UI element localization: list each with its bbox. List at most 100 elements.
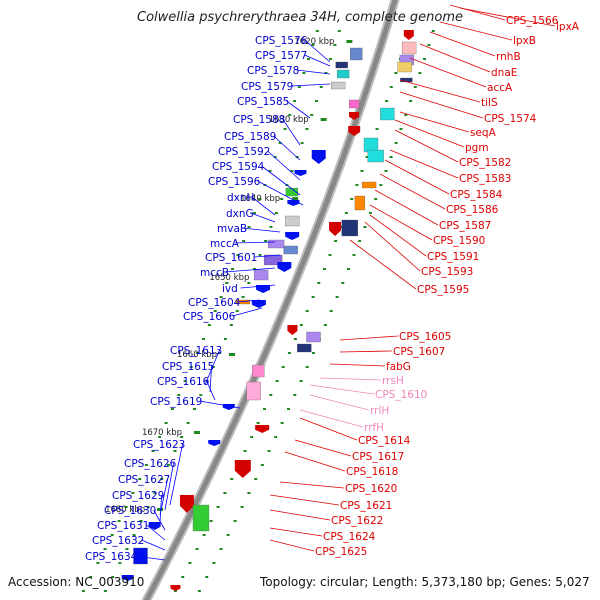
right-leader-line: [449, 4, 506, 21]
gene-block: [348, 99, 360, 109]
left-leader-line: [240, 284, 276, 289]
guide-dot: [274, 436, 278, 438]
guide-dot: [358, 240, 362, 242]
kbp-label: 1670 kbp: [142, 428, 182, 438]
left-leader-line: [296, 69, 331, 75]
guide-dot: [177, 394, 181, 396]
guide-dot: [212, 562, 216, 564]
guide-dot: [300, 142, 304, 144]
guide-dot: [287, 352, 291, 354]
gene-block: [354, 195, 366, 211]
right-gene-label: CPS_1574: [484, 113, 537, 125]
guide-dot: [431, 30, 435, 32]
left-leader-line: [251, 196, 276, 216]
guide-dot: [171, 408, 174, 410]
rna-gene-label: rrlH: [370, 405, 389, 417]
guide-dot: [379, 184, 383, 186]
left-leader-line: [282, 118, 301, 146]
guide-dot: [230, 478, 234, 480]
right-leader-line: [299, 409, 364, 428]
guide-dot: [226, 534, 230, 536]
guide-dot: [186, 422, 190, 424]
gene-arrow: [256, 285, 271, 293]
right-leader-line: [269, 494, 340, 506]
guide-dot: [243, 450, 247, 452]
guide-dot: [235, 310, 239, 312]
left-leader-line: [257, 180, 304, 206]
kbp-label: 1660 kbp: [177, 350, 217, 360]
left-leader-line: [159, 478, 168, 516]
gene-block: [283, 245, 298, 255]
gene-block: [361, 181, 377, 189]
guide-dot: [305, 128, 309, 130]
left-leader-line: [159, 494, 162, 523]
left-leader-line: [204, 349, 220, 386]
right-gene-label: CPS_1591: [427, 251, 479, 263]
guide-dot: [166, 464, 170, 466]
guide-dot: [329, 58, 332, 60]
left-gene-label: CPS_1604: [188, 297, 241, 309]
right-gene-label: accA: [487, 82, 513, 94]
guide-dot: [307, 58, 310, 60]
guide-dot: [374, 198, 378, 200]
right-leader-line: [384, 159, 450, 195]
guide-dot: [173, 450, 177, 452]
gene-arrow: [148, 522, 161, 530]
left-leader-line: [199, 400, 241, 409]
left-gene-label: CPS_1613: [170, 345, 222, 357]
left-leader-line: [209, 365, 212, 393]
right-leader-line: [269, 527, 323, 537]
right-gene-label: CPS_1607: [393, 346, 445, 358]
left-leader-line: [141, 539, 166, 551]
guide-dot: [199, 394, 203, 396]
left-gene-label: dxnG: [226, 208, 254, 220]
guide-dot: [280, 198, 284, 200]
left-leader-line: [237, 299, 261, 303]
left-gene-label: CPS_1606: [183, 311, 236, 323]
topology-text: Topology: circular; Length: 5,373,180 bp…: [260, 575, 590, 589]
guide-dot: [299, 380, 303, 382]
right-leader-line: [319, 377, 382, 381]
guide-dot: [103, 548, 107, 550]
guide-dot: [193, 408, 196, 410]
right-gene-label: CPS_1617: [352, 451, 404, 463]
left-gene-label: CPS_1585: [237, 96, 289, 108]
guide-dot: [103, 590, 107, 592]
gene-block: [253, 269, 269, 281]
right-gene-label: CPS_1622: [331, 515, 383, 527]
left-gene-label: CPS_1626: [124, 458, 177, 470]
left-leader-line: [146, 524, 166, 541]
gene-block: [350, 47, 363, 61]
guide-dot: [350, 198, 354, 200]
guide-dot: [132, 534, 136, 536]
guide-dot: [341, 282, 345, 284]
gene-arrow: [287, 200, 300, 206]
guide-dot: [247, 282, 251, 284]
guide-dot: [117, 520, 121, 522]
guide-dot: [385, 100, 389, 102]
right-gene-label: tilS: [481, 97, 498, 109]
gene-arrow: [349, 112, 360, 120]
guide-dot: [290, 170, 294, 172]
guide-dot: [360, 170, 364, 172]
gene-block: [235, 299, 251, 305]
guide-dot: [394, 142, 398, 144]
guide-dot: [110, 534, 114, 536]
guide-dot: [352, 254, 356, 256]
guide-dot: [269, 226, 273, 228]
right-leader-line: [394, 129, 459, 163]
guide-dot: [310, 114, 314, 116]
guide-dot: [247, 226, 251, 228]
right-leader-line: [364, 221, 421, 272]
right-leader-line: [279, 481, 345, 489]
right-leader-line: [369, 204, 433, 241]
guide-dot: [324, 72, 328, 74]
right-gene-label: rnhB: [496, 51, 521, 63]
guide-dot: [311, 44, 315, 46]
left-gene-label: CPS_1577: [255, 50, 307, 62]
left-gene-label: CPS_1629: [112, 490, 164, 502]
guide-dot: [344, 212, 348, 214]
right-leader-line: [394, 119, 465, 148]
guide-dot: [287, 408, 290, 410]
right-gene-label: lpxB: [513, 35, 536, 47]
